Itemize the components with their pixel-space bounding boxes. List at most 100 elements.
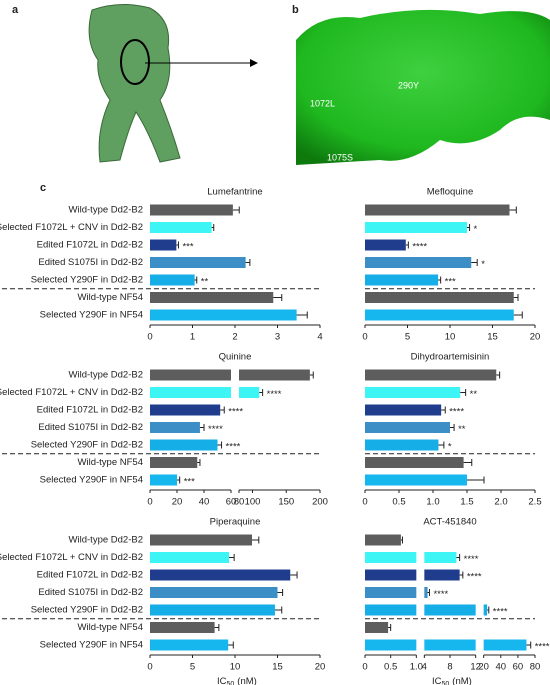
error-bar bbox=[214, 624, 220, 631]
error-bar bbox=[513, 294, 519, 301]
category-label: Edited S1075I in Dd2-B2 bbox=[38, 422, 143, 433]
bar bbox=[150, 204, 233, 216]
significance: **** bbox=[226, 442, 241, 453]
bar bbox=[150, 387, 231, 398]
error-bar bbox=[487, 606, 490, 614]
bar bbox=[365, 274, 439, 286]
bar bbox=[150, 552, 230, 563]
bar bbox=[150, 604, 275, 616]
bar bbox=[365, 569, 417, 581]
category-label: Selected Y290F in NF54 bbox=[40, 640, 143, 651]
significance: *** bbox=[182, 242, 193, 253]
significance: **** bbox=[467, 572, 482, 583]
error-bar bbox=[232, 206, 240, 214]
x-tick-label: 80 bbox=[234, 497, 245, 508]
x-tick-label: 10 bbox=[230, 662, 241, 673]
bar bbox=[365, 387, 461, 398]
error-bar bbox=[259, 389, 264, 396]
x-tick-label: 200 bbox=[312, 497, 328, 508]
x-tick-label: 5 bbox=[190, 662, 195, 673]
x-tick-label: 80 bbox=[530, 662, 541, 673]
category-label: Selected Y290F in Dd2-B2 bbox=[31, 275, 143, 286]
x-tick-label: 60 bbox=[513, 662, 524, 673]
x-tick-label: 1 bbox=[190, 332, 195, 343]
error-bar bbox=[438, 441, 445, 449]
category-label: Edited S1075I in Dd2-B2 bbox=[38, 587, 143, 598]
x-tick-label: 40 bbox=[199, 497, 210, 508]
x-tick-label: 20 bbox=[530, 332, 541, 343]
error-bar bbox=[388, 624, 392, 631]
x-tick-label: 3 bbox=[275, 332, 280, 343]
bar bbox=[365, 309, 514, 321]
x-tick-label: 2.0 bbox=[494, 497, 507, 508]
error-bar bbox=[496, 371, 501, 379]
bar bbox=[483, 639, 527, 651]
x-tick-label: 1.0 bbox=[410, 662, 423, 673]
error-bar bbox=[450, 424, 455, 431]
bar bbox=[150, 239, 177, 251]
chart-title: Dihydroartemisinin bbox=[411, 352, 490, 363]
error-bar bbox=[509, 206, 517, 214]
bar bbox=[150, 639, 229, 651]
category-label: Wild-type NF54 bbox=[78, 622, 143, 633]
x-tick-label: 100 bbox=[245, 497, 261, 508]
surface-closeup bbox=[296, 9, 550, 166]
error-bar bbox=[290, 571, 298, 579]
bar bbox=[150, 534, 252, 546]
error-bar bbox=[460, 389, 467, 396]
bar bbox=[365, 222, 467, 233]
error-bar bbox=[309, 371, 314, 379]
x-label-main: IC bbox=[217, 676, 227, 685]
residue-label: 1075S bbox=[327, 152, 353, 162]
significance: **** bbox=[449, 407, 464, 418]
bar bbox=[150, 439, 218, 451]
bar bbox=[365, 404, 442, 416]
bar bbox=[365, 439, 439, 451]
error-bar bbox=[273, 294, 283, 301]
significance: * bbox=[481, 259, 485, 270]
error-bar bbox=[456, 554, 461, 561]
error-bar bbox=[176, 241, 179, 249]
error-bar bbox=[229, 554, 235, 561]
error-bar bbox=[245, 259, 251, 266]
bar bbox=[150, 587, 278, 598]
category-label: Edited S1075I in Dd2-B2 bbox=[38, 257, 143, 268]
arrowhead bbox=[250, 59, 258, 67]
bar bbox=[150, 274, 195, 286]
category-label: Selected F1072L + CNV in Dd2-B2 bbox=[0, 552, 143, 563]
category-label: Wild-type Dd2-B2 bbox=[69, 535, 143, 546]
error-bar bbox=[199, 424, 205, 431]
bar bbox=[483, 604, 488, 616]
x-tick-label: 2 bbox=[232, 332, 237, 343]
bar bbox=[150, 457, 198, 468]
bar bbox=[365, 239, 406, 251]
error-bar bbox=[467, 476, 485, 484]
bar bbox=[424, 639, 476, 651]
panel-label: c bbox=[40, 182, 46, 194]
x-tick-label: 5 bbox=[405, 332, 410, 343]
x-label-sub: 50 bbox=[227, 681, 235, 685]
error-bar bbox=[526, 641, 532, 649]
x-tick-label: 20 bbox=[315, 662, 326, 673]
category-label: Selected Y290F in Dd2-B2 bbox=[31, 605, 143, 616]
category-label: Wild-type NF54 bbox=[78, 457, 143, 468]
error-bar bbox=[471, 259, 478, 266]
x-tick-label: 60 bbox=[226, 497, 237, 508]
category-label: Selected F1072L + CNV in Dd2-B2 bbox=[0, 387, 143, 398]
significance: **** bbox=[535, 642, 550, 653]
x-tick-label: 0 bbox=[362, 497, 367, 508]
error-bar bbox=[459, 571, 464, 579]
x-tick-label: 0.5 bbox=[392, 497, 405, 508]
category-label: Edited F1072L in Dd2-B2 bbox=[37, 570, 143, 581]
x-tick-label: 1.5 bbox=[460, 497, 473, 508]
bar bbox=[424, 552, 457, 563]
bar bbox=[150, 292, 274, 303]
bar bbox=[365, 474, 467, 486]
panel-label: a bbox=[12, 4, 19, 16]
bar bbox=[365, 257, 472, 268]
bar bbox=[365, 552, 417, 563]
bar bbox=[365, 639, 417, 651]
x-label-unit: (nM) bbox=[452, 676, 472, 685]
significance: **** bbox=[208, 424, 223, 435]
